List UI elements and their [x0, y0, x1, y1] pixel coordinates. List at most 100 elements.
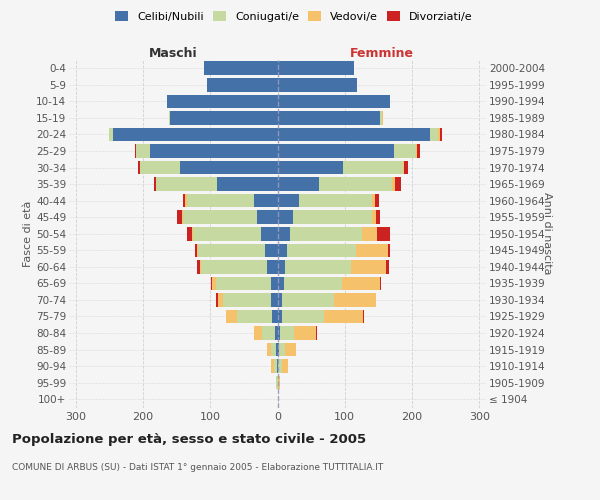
Bar — [203, 62, 277, 75]
Bar — [404, 161, 408, 174]
Bar — [371, 194, 375, 207]
Bar — [150, 144, 277, 158]
Bar — [271, 293, 277, 306]
Bar — [180, 161, 277, 174]
Bar — [197, 244, 198, 257]
Bar — [272, 310, 277, 324]
Bar — [278, 376, 280, 390]
Bar — [394, 144, 416, 158]
Bar — [277, 62, 353, 75]
Bar — [109, 128, 113, 141]
Text: Maschi: Maschi — [149, 47, 197, 60]
Bar — [284, 276, 342, 290]
Bar — [277, 244, 287, 257]
Bar — [285, 343, 296, 356]
Bar — [277, 293, 282, 306]
Bar — [254, 326, 262, 340]
Bar — [438, 128, 440, 141]
Bar — [276, 343, 277, 356]
Bar — [403, 161, 404, 174]
Bar — [200, 260, 202, 274]
Bar — [440, 128, 442, 141]
Bar — [167, 94, 277, 108]
Text: Femmine: Femmine — [350, 47, 414, 60]
Bar — [356, 244, 388, 257]
Bar — [211, 276, 212, 290]
Bar — [265, 244, 277, 257]
Bar — [362, 227, 377, 240]
Bar — [282, 293, 334, 306]
Bar — [271, 343, 276, 356]
Bar — [198, 244, 265, 257]
Bar — [154, 178, 157, 191]
Bar — [282, 310, 324, 324]
Bar — [187, 227, 192, 240]
Bar — [254, 194, 277, 207]
Legend: Celibi/Nubili, Coniugati/e, Vedovi/e, Divorziati/e: Celibi/Nubili, Coniugati/e, Vedovi/e, Di… — [112, 8, 476, 25]
Bar — [277, 144, 394, 158]
Bar — [279, 343, 285, 356]
Bar — [392, 178, 395, 191]
Bar — [334, 293, 376, 306]
Bar — [316, 326, 317, 340]
Bar — [290, 227, 362, 240]
Bar — [217, 178, 277, 191]
Bar — [138, 161, 140, 174]
Bar — [216, 293, 218, 306]
Bar — [169, 111, 170, 124]
Bar — [382, 111, 383, 124]
Bar — [271, 276, 277, 290]
Bar — [276, 376, 277, 390]
Bar — [324, 310, 363, 324]
Bar — [237, 310, 272, 324]
Bar — [223, 293, 271, 306]
Bar — [277, 276, 284, 290]
Bar — [277, 210, 293, 224]
Bar — [192, 227, 193, 240]
Bar — [295, 326, 316, 340]
Bar — [202, 260, 268, 274]
Bar — [418, 144, 420, 158]
Bar — [277, 310, 282, 324]
Bar — [185, 194, 187, 207]
Bar — [299, 194, 371, 207]
Bar — [262, 326, 275, 340]
Bar — [277, 343, 279, 356]
Bar — [293, 210, 373, 224]
Bar — [342, 276, 380, 290]
Bar — [277, 376, 278, 390]
Bar — [351, 260, 386, 274]
Bar — [277, 178, 319, 191]
Bar — [140, 161, 180, 174]
Bar — [207, 78, 277, 92]
Bar — [395, 178, 401, 191]
Y-axis label: Anni di nascita: Anni di nascita — [542, 192, 553, 275]
Bar — [380, 276, 381, 290]
Bar — [277, 78, 357, 92]
Y-axis label: Fasce di età: Fasce di età — [23, 200, 33, 267]
Bar — [113, 128, 277, 141]
Bar — [430, 128, 438, 141]
Bar — [386, 260, 389, 274]
Bar — [388, 244, 390, 257]
Bar — [187, 194, 254, 207]
Bar — [376, 210, 380, 224]
Bar — [277, 161, 343, 174]
Bar — [277, 326, 280, 340]
Bar — [184, 194, 185, 207]
Bar — [271, 360, 274, 373]
Text: COMUNE DI ARBUS (SU) - Dati ISTAT 1° gennaio 2005 - Elaborazione TUTTITALIA.IT: COMUNE DI ARBUS (SU) - Dati ISTAT 1° gen… — [12, 462, 383, 471]
Text: Popolazione per età, sesso e stato civile - 2005: Popolazione per età, sesso e stato civil… — [12, 432, 366, 446]
Bar — [197, 260, 200, 274]
Bar — [380, 111, 382, 124]
Bar — [193, 227, 260, 240]
Bar — [260, 227, 277, 240]
Bar — [176, 210, 182, 224]
Bar — [373, 210, 376, 224]
Bar — [275, 326, 277, 340]
Bar — [212, 276, 215, 290]
Bar — [416, 144, 418, 158]
Bar — [215, 276, 271, 290]
Bar — [157, 178, 217, 191]
Bar — [268, 260, 277, 274]
